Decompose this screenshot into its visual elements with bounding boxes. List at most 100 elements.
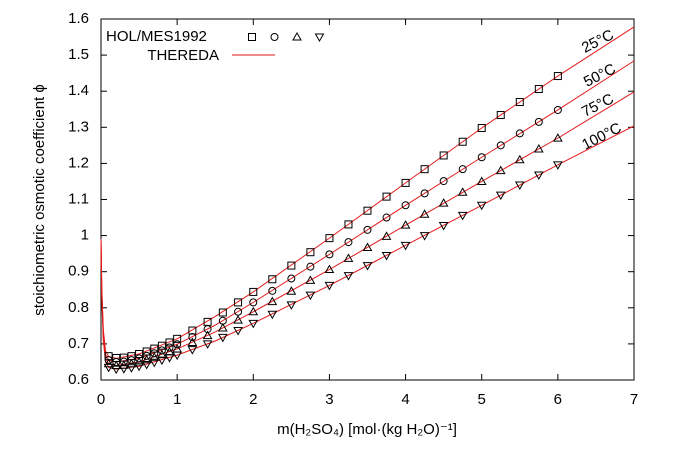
data-point — [496, 141, 505, 150]
data-point — [305, 275, 316, 284]
curve-label: 100°C — [579, 119, 624, 153]
data-point — [420, 189, 429, 198]
data-point — [419, 232, 430, 241]
data-point — [439, 151, 448, 160]
y-tick-label: 1.5 — [68, 46, 89, 63]
data-point — [324, 281, 335, 291]
data-point — [150, 344, 159, 353]
data-point — [267, 296, 278, 306]
y-tick-label: 0.6 — [68, 371, 89, 388]
data-point — [495, 191, 506, 201]
data-point — [344, 220, 353, 229]
data-point — [249, 298, 258, 307]
x-tick-label: 3 — [325, 391, 333, 408]
x-tick-label: 1 — [173, 391, 181, 408]
x-tick-label: 2 — [249, 391, 257, 408]
data-point — [324, 264, 335, 274]
data-point — [165, 343, 174, 352]
data-point — [306, 248, 315, 257]
data-point — [118, 365, 129, 374]
data-point — [172, 351, 183, 361]
data-point — [141, 360, 152, 370]
data-point — [325, 250, 334, 259]
data-point — [344, 238, 353, 247]
y-tick-label: 0.9 — [68, 263, 89, 280]
data-point — [514, 154, 525, 164]
data-point — [401, 178, 410, 187]
x-axis-label: m(H₂SO₄) [mol·(kg H₂O)⁻¹] — [277, 421, 457, 438]
model-line — [100, 91, 635, 367]
y-tick-label: 0.8 — [68, 299, 89, 316]
data-point — [249, 287, 258, 296]
data-point — [381, 231, 392, 240]
data-point — [267, 310, 278, 320]
data-point — [111, 360, 122, 370]
x-tick-label: 5 — [478, 391, 486, 408]
legend-label: THEREDA — [147, 47, 219, 64]
data-point — [439, 177, 448, 186]
data-point — [248, 306, 259, 316]
data-point — [104, 356, 113, 365]
data-point — [325, 234, 334, 243]
data-point — [515, 129, 524, 138]
data-point — [157, 346, 166, 355]
data-point — [438, 221, 449, 231]
data-point — [187, 346, 198, 355]
data-point — [188, 326, 197, 335]
data-point — [164, 354, 175, 363]
data-point — [234, 298, 243, 307]
data-point — [419, 209, 430, 218]
data-point — [134, 356, 144, 366]
model-line — [100, 125, 635, 370]
y-tick-label: 1.3 — [68, 118, 89, 135]
curve-label: 50°C — [581, 60, 619, 90]
model-line — [100, 60, 635, 363]
data-point — [553, 105, 562, 114]
x-tick-label: 7 — [630, 391, 638, 408]
data-point — [533, 171, 544, 180]
data-point — [119, 357, 128, 366]
data-point — [438, 198, 449, 207]
y-tick-label: 1.6 — [68, 10, 89, 27]
data-point — [343, 253, 354, 262]
data-point — [477, 124, 486, 133]
data-point — [515, 98, 524, 107]
data-point — [218, 308, 227, 317]
data-point — [476, 201, 487, 211]
y-tick-label: 1.2 — [68, 154, 89, 171]
data-point — [401, 201, 410, 210]
data-point — [268, 286, 277, 295]
data-point — [173, 340, 182, 349]
data-point — [496, 111, 505, 120]
data-point — [127, 356, 136, 365]
data-point — [135, 354, 144, 363]
legend-marker — [270, 33, 279, 41]
y-tick-label: 1.4 — [68, 82, 89, 99]
data-point — [286, 286, 297, 295]
curve-label: 75°C — [579, 90, 617, 120]
data-point — [343, 272, 354, 281]
x-tick-label: 0 — [97, 391, 105, 408]
data-point — [477, 153, 486, 162]
data-point — [141, 354, 152, 364]
data-point — [287, 274, 296, 283]
data-point — [476, 176, 487, 185]
data-point — [157, 341, 166, 350]
data-point — [400, 220, 411, 229]
data-point — [150, 349, 159, 358]
legend-marker — [248, 33, 256, 41]
data-point — [149, 358, 160, 368]
data-point — [118, 360, 129, 369]
data-point — [111, 365, 122, 375]
data-point — [400, 241, 411, 251]
data-point — [306, 262, 315, 271]
data-point — [173, 334, 182, 343]
data-point — [126, 364, 137, 373]
data-point — [495, 165, 506, 175]
data-point — [233, 327, 243, 336]
data-point — [457, 187, 468, 196]
data-point — [202, 330, 213, 340]
data-point — [142, 351, 151, 360]
data-point — [134, 362, 144, 372]
data-point — [287, 261, 296, 270]
